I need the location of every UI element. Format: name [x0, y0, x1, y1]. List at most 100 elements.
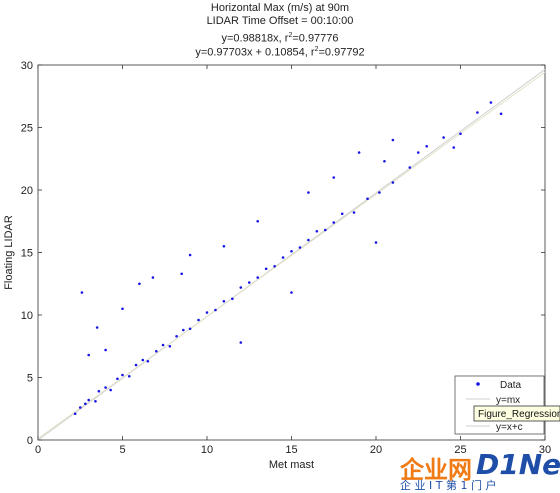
data-point — [452, 146, 456, 149]
y-tick-label: 20 — [21, 185, 33, 197]
legend-label-xc: y=x+c — [496, 422, 523, 433]
data-point — [188, 253, 192, 257]
data-point — [416, 151, 420, 154]
data-point — [205, 311, 209, 314]
data-point — [87, 353, 90, 357]
data-point — [197, 318, 200, 322]
data-point — [489, 101, 493, 104]
watermark-tagline: 企 业 I T 第 1 门 户 — [400, 479, 497, 492]
data-point — [97, 389, 101, 393]
x-tick-label: 0 — [35, 444, 41, 456]
data-point — [78, 406, 82, 409]
data-point — [188, 327, 192, 331]
data-point — [222, 244, 226, 248]
data-point — [264, 267, 268, 271]
data-point — [383, 159, 386, 163]
data-point — [95, 326, 99, 329]
data-point — [332, 176, 336, 179]
data-point — [182, 328, 185, 332]
data-point — [374, 241, 378, 244]
data-point — [222, 299, 226, 303]
legend: Data y=mx y=x+c — [454, 375, 545, 435]
data-point — [104, 348, 107, 352]
data-point — [290, 291, 293, 294]
data-point — [408, 166, 412, 169]
y-tick-label: 30 — [21, 60, 33, 72]
data-point — [84, 402, 87, 406]
data-point — [307, 191, 310, 194]
data-point — [366, 197, 369, 201]
chart-title-line-2: LIDAR Time Offset = 00:10:00 — [206, 15, 354, 27]
data-point — [459, 132, 462, 136]
y-tick-label: 25 — [21, 123, 33, 135]
y-axis-label: Floating LIDAR — [3, 215, 15, 290]
y-tick-label: 5 — [27, 373, 33, 385]
data-point — [161, 343, 165, 347]
legend-marker-data — [476, 382, 480, 386]
data-point — [357, 151, 361, 154]
x-axis-label: Met mast — [269, 459, 314, 471]
data-point — [315, 229, 319, 233]
watermark-brand-left: 企业网 — [400, 456, 472, 484]
regression-line-mx — [37, 69, 546, 441]
x-tick-label: 15 — [285, 444, 297, 456]
data-point — [155, 349, 158, 353]
data-point — [180, 272, 183, 276]
x-tick-label: 25 — [454, 444, 466, 456]
data-point — [307, 238, 310, 242]
data-point — [324, 228, 327, 232]
data-point — [134, 363, 138, 367]
data-point — [256, 219, 260, 223]
data-point — [273, 264, 276, 268]
data-point — [290, 249, 293, 253]
data-point — [247, 281, 251, 284]
x-tick-label: 5 — [119, 444, 125, 456]
data-point — [80, 291, 84, 294]
legend-label-data: Data — [500, 380, 522, 391]
data-point — [442, 136, 445, 139]
x-tick-label: 30 — [539, 444, 551, 456]
data-point — [121, 307, 124, 311]
tooltip-text: Figure_Regressions — [478, 409, 560, 420]
data-point — [298, 246, 302, 249]
data-point — [391, 138, 395, 142]
y-tick-label: 10 — [21, 310, 33, 322]
data-point — [476, 111, 479, 114]
data-point — [104, 386, 107, 389]
y-tick-label: 15 — [21, 248, 33, 260]
data-point — [141, 358, 145, 362]
data-point — [87, 398, 90, 402]
data-point — [239, 286, 243, 289]
legend-label-mx: y=mx — [496, 395, 520, 406]
data-point — [499, 112, 503, 116]
chart-title-line-3: y=0.98818x, r2=0.97776 — [221, 32, 339, 45]
data-point — [127, 374, 131, 378]
x-tick-label: 20 — [370, 444, 382, 456]
data-point — [116, 377, 119, 381]
data-point — [175, 334, 178, 338]
data-point — [425, 144, 429, 148]
data-point — [151, 276, 155, 279]
data-point — [352, 211, 356, 214]
data-point — [214, 308, 217, 312]
data-points — [73, 101, 503, 416]
data-point — [146, 359, 150, 363]
data-point — [231, 297, 234, 301]
data-point — [109, 388, 112, 392]
data-point — [168, 344, 172, 348]
data-point — [239, 341, 243, 344]
x-axis-ticks: 0 5 10 15 20 25 30 — [35, 65, 551, 456]
x-tick-label: 10 — [201, 444, 213, 456]
chart-title-line-4: y=0.97703x + 0.10854, r2=0.97792 — [195, 46, 365, 59]
data-point — [340, 212, 344, 216]
watermark-brand-right: D1Net — [476, 448, 560, 481]
figure-tooltip: Figure_Regressions — [473, 405, 560, 422]
data-point — [73, 412, 77, 416]
data-point — [391, 181, 395, 184]
data-point — [281, 256, 285, 259]
y-tick-label: 0 — [27, 435, 33, 447]
data-point — [332, 221, 336, 224]
data-point — [138, 282, 141, 286]
data-point — [121, 373, 124, 377]
